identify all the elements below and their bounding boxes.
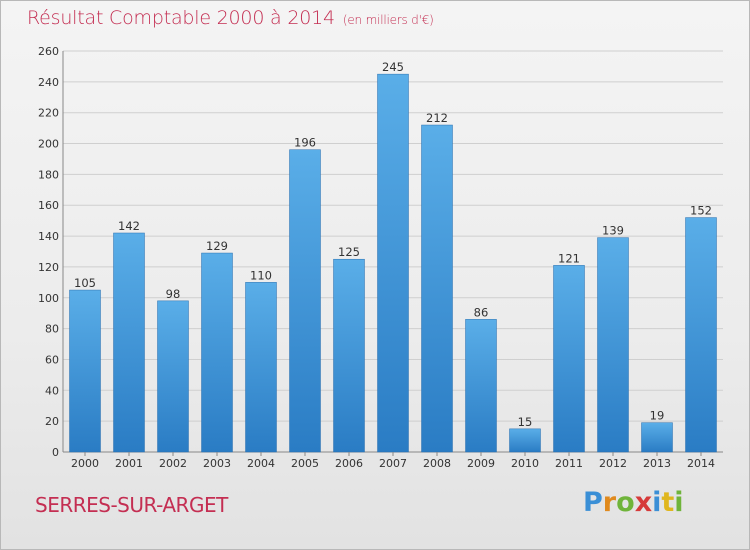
y-tick-label: 260 (38, 45, 59, 58)
logo-letter: r (602, 487, 617, 518)
data-label: 196 (294, 136, 316, 150)
x-tick-label: 2008 (423, 457, 451, 470)
data-label: 142 (118, 219, 140, 233)
x-tick-label: 2004 (247, 457, 275, 470)
data-label: 98 (166, 287, 181, 301)
x-tick-label: 2009 (467, 457, 495, 470)
y-tick-label: 160 (38, 199, 59, 212)
y-tick-label: 140 (38, 230, 59, 243)
bar (333, 258, 365, 453)
proxiti-logo[interactable]: Proxiti (583, 487, 684, 518)
bar (553, 265, 585, 453)
data-label: 139 (602, 224, 624, 238)
x-tick-label: 2014 (687, 457, 715, 470)
x-tick-label: 2001 (115, 457, 143, 470)
data-label: 121 (558, 251, 580, 265)
data-label: 15 (518, 415, 533, 429)
bar (245, 282, 277, 453)
x-tick-label: 2000 (71, 457, 99, 470)
y-tick-label: 200 (38, 138, 59, 151)
x-tick-label: 2006 (335, 457, 363, 470)
data-label: 105 (74, 276, 96, 290)
x-tick-label: 2010 (511, 457, 539, 470)
chart-title-text: Résultat Comptable 2000 à 2014 (27, 7, 335, 29)
data-label: 245 (382, 60, 404, 74)
location-label: SERRES-SUR-ARGET (35, 493, 228, 517)
chart-subtitle: (en milliers d'€) (342, 13, 434, 27)
y-tick-label: 180 (38, 168, 59, 181)
y-tick-label: 100 (38, 292, 59, 305)
bar (377, 73, 409, 453)
logo-letter: o (616, 487, 635, 518)
data-label: 129 (206, 239, 228, 253)
data-label: 152 (690, 204, 712, 218)
x-tick-label: 2003 (203, 457, 231, 470)
y-tick-label: 80 (45, 323, 59, 336)
logo-letter: i (652, 487, 662, 518)
y-tick-label: 220 (38, 107, 59, 120)
bar (289, 149, 321, 453)
x-tick-label: 2012 (599, 457, 627, 470)
x-tick-label: 2011 (555, 457, 583, 470)
data-label: 110 (250, 268, 272, 282)
logo-letter: x (634, 487, 653, 518)
bar (641, 422, 673, 453)
y-tick-label: 240 (38, 76, 59, 89)
bar (113, 232, 145, 453)
y-tick-label: 120 (38, 261, 59, 274)
y-tick-label: 60 (45, 353, 59, 366)
logo-letter: t (661, 487, 675, 518)
bar (201, 252, 233, 453)
x-tick-label: 2005 (291, 457, 319, 470)
plot-area: 0 20 40 60 80 100 120 140 160 180 200 220 240 260 105 2… (38, 45, 723, 470)
bar (465, 319, 497, 453)
y-tick-label: 40 (45, 384, 59, 397)
logo-letter: P (583, 487, 603, 518)
bar (597, 237, 629, 453)
chart-title: Résultat Comptable 2000 à 2014 (en millie… (27, 7, 434, 29)
x-tick-label: 2007 (379, 457, 407, 470)
bar (509, 428, 541, 453)
bar (685, 217, 717, 453)
bar (69, 289, 101, 453)
data-label: 19 (650, 409, 665, 423)
data-label: 212 (426, 111, 448, 125)
y-tick-label: 0 (52, 446, 59, 459)
bar (421, 124, 453, 453)
x-tick-label: 2013 (643, 457, 671, 470)
bar (157, 300, 189, 453)
y-tick-label: 20 (45, 415, 59, 428)
data-label: 125 (338, 245, 360, 259)
data-label: 86 (474, 305, 489, 319)
logo-letter: i (674, 487, 684, 518)
x-tick-label: 2002 (159, 457, 187, 470)
